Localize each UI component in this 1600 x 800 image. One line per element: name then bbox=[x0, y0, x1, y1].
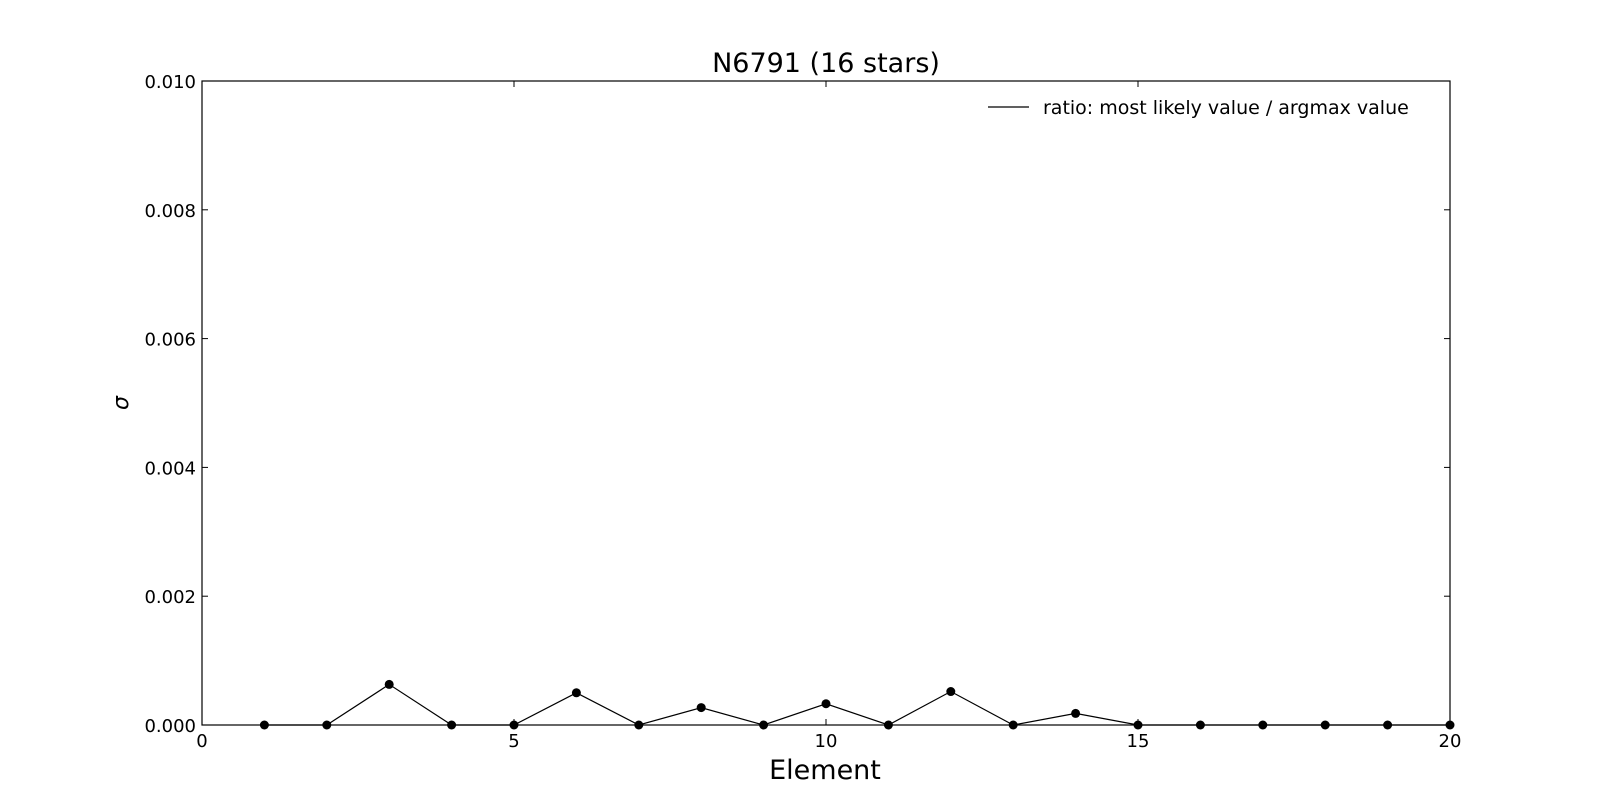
chart-title: N6791 (16 stars) bbox=[712, 48, 940, 79]
y-tick-label: 0.004 bbox=[144, 458, 196, 479]
y-tick-label: 0.000 bbox=[144, 716, 196, 737]
y-tick-label: 0.008 bbox=[144, 201, 196, 222]
data-point bbox=[821, 699, 831, 709]
y-axis: 0.000 0.002 0.004 0.006 0.008 0.010 bbox=[144, 72, 1450, 737]
x-tick-label: 20 bbox=[1439, 731, 1462, 752]
data-point bbox=[384, 679, 394, 689]
x-tick-label: 5 bbox=[508, 731, 519, 752]
y-axis-label: σ bbox=[109, 395, 134, 410]
data-point bbox=[571, 688, 581, 698]
x-tick-label: 10 bbox=[815, 731, 838, 752]
data-point bbox=[1071, 708, 1081, 718]
data-point bbox=[696, 703, 706, 713]
y-tick-label: 0.002 bbox=[144, 587, 196, 608]
y-tick-label: 0.010 bbox=[144, 72, 196, 93]
plot-frame bbox=[201, 80, 1451, 726]
data-point bbox=[946, 687, 956, 697]
plot-area bbox=[259, 679, 1455, 730]
legend-label: ratio: most likely value / argmax value bbox=[1043, 97, 1409, 119]
x-axis-label: Element bbox=[769, 755, 881, 786]
x-tick-label: 15 bbox=[1127, 731, 1150, 752]
series-line bbox=[264, 683, 1450, 726]
x-tick-label: 0 bbox=[196, 731, 207, 752]
y-tick-label: 0.006 bbox=[144, 330, 196, 351]
x-axis: 0 5 10 15 20 bbox=[196, 81, 1461, 752]
legend: ratio: most likely value / argmax value bbox=[988, 97, 1409, 119]
